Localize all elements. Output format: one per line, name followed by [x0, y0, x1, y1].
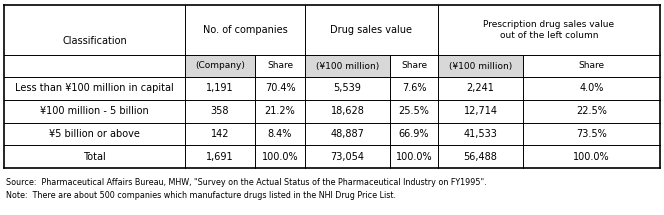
Text: 66.9%: 66.9% — [399, 129, 429, 139]
Text: 73,054: 73,054 — [331, 152, 365, 162]
Text: 22.5%: 22.5% — [576, 106, 607, 116]
Text: 1,191: 1,191 — [207, 83, 234, 93]
Bar — [438, 55, 523, 77]
Text: Prescription drug sales value
out of the left column: Prescription drug sales value out of the… — [483, 20, 615, 40]
Text: Note:  There are about 500 companies which manufacture drugs listed in the NHI D: Note: There are about 500 companies whic… — [6, 191, 396, 200]
Text: 1,691: 1,691 — [207, 152, 234, 162]
Text: 21.2%: 21.2% — [265, 106, 295, 116]
Text: 12,714: 12,714 — [463, 106, 497, 116]
Text: Total: Total — [83, 152, 106, 162]
Text: ¥5 billion or above: ¥5 billion or above — [49, 129, 140, 139]
Text: 5,539: 5,539 — [333, 83, 361, 93]
Text: 48,887: 48,887 — [331, 129, 365, 139]
Text: 100.0%: 100.0% — [262, 152, 298, 162]
Text: 142: 142 — [210, 129, 229, 139]
Text: 7.6%: 7.6% — [402, 83, 426, 93]
Text: 18,628: 18,628 — [331, 106, 365, 116]
Text: 70.4%: 70.4% — [265, 83, 295, 93]
Text: 100.0%: 100.0% — [573, 152, 610, 162]
Text: Drug sales value: Drug sales value — [331, 25, 412, 35]
Text: Source:  Pharmaceutical Affairs Bureau, MHW, "Survey on the Actual Status of the: Source: Pharmaceutical Affairs Bureau, M… — [6, 178, 487, 187]
Text: 2,241: 2,241 — [467, 83, 495, 93]
Text: 73.5%: 73.5% — [576, 129, 607, 139]
Text: ¥100 million - 5 billion: ¥100 million - 5 billion — [40, 106, 149, 116]
Text: (Company): (Company) — [195, 61, 245, 71]
Text: Share: Share — [401, 61, 427, 71]
Text: 25.5%: 25.5% — [398, 106, 430, 116]
Text: 56,488: 56,488 — [463, 152, 497, 162]
Text: 358: 358 — [210, 106, 229, 116]
Text: 41,533: 41,533 — [463, 129, 497, 139]
Text: Less than ¥100 million in capital: Less than ¥100 million in capital — [15, 83, 174, 93]
Text: No. of companies: No. of companies — [203, 25, 288, 35]
Text: (¥100 million): (¥100 million) — [449, 61, 512, 71]
Text: Share: Share — [267, 61, 293, 71]
Text: 100.0%: 100.0% — [396, 152, 432, 162]
Text: 8.4%: 8.4% — [268, 129, 292, 139]
Text: 4.0%: 4.0% — [579, 83, 604, 93]
Bar — [185, 55, 255, 77]
Text: Share: Share — [578, 61, 604, 71]
Text: Classification: Classification — [62, 36, 127, 46]
Text: (¥100 million): (¥100 million) — [316, 61, 379, 71]
Bar — [305, 55, 390, 77]
